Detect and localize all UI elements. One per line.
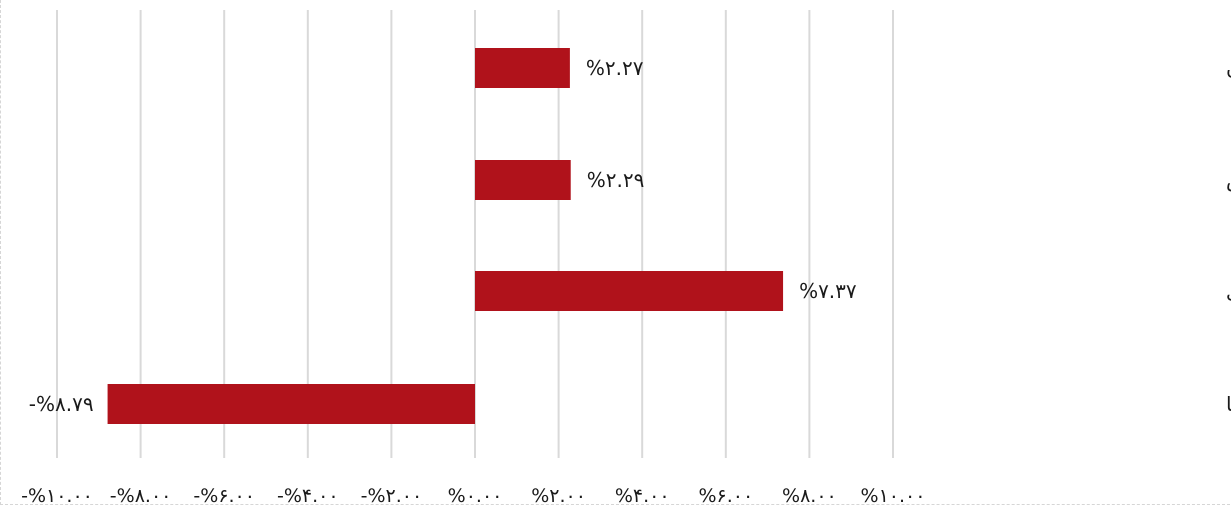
x-axis-tick-labels: -%۱۰.۰۰ -%۸.۰۰ -%۶.۰۰ -%۴.۰۰ -%۲.۰۰ %۰.۰۰ %۲.۰… [21, 485, 925, 506]
bar-0 [475, 48, 570, 88]
x-tick-label-6: %۲.۰۰ [531, 485, 586, 506]
x-tick-label-4: -%۲.۰۰ [361, 485, 423, 506]
x-tick-label-0: -%۱۰.۰۰ [21, 485, 93, 506]
category-label-1: شاخص فرابورس [1226, 168, 1231, 192]
x-tick-label-9: %۸.۰۰ [782, 485, 837, 506]
data-labels: %۲.۲۷ %۲.۲۹ %۷.۳۷ -%۸.۷۹ [29, 56, 857, 416]
x-tick-label-3: -%۴.۰۰ [277, 485, 339, 506]
x-tick-label-1: -%۸.۰۰ [110, 485, 172, 506]
category-label-3: قیمت دلار آمریکا [1226, 391, 1231, 416]
gridlines [56, 10, 894, 458]
x-tick-label-5: %۰.۰۰ [448, 485, 503, 506]
x-tick-label-7: %۴.۰۰ [615, 485, 670, 506]
category-label-2: قیمت سکه بهار آزادی [1226, 278, 1231, 303]
bar-3 [107, 384, 475, 424]
bar-1 [475, 160, 571, 200]
data-label-0: %۲.۲۷ [586, 56, 644, 80]
data-label-2: %۷.۳۷ [799, 279, 857, 303]
x-tick-label-10: %۱۰.۰۰ [861, 485, 926, 506]
x-tick-label-8: %۶.۰۰ [698, 485, 753, 506]
data-label-1: %۲.۲۹ [587, 168, 645, 192]
category-label-0: شاخص بورس اوراق بهادار تهران [1226, 56, 1231, 80]
data-label-3: -%۸.۷۹ [29, 392, 94, 416]
category-labels: شاخص بورس اوراق بهادار تهران شاخص فرابورس… [1226, 56, 1231, 416]
bars [107, 48, 784, 424]
bar-2 [475, 271, 784, 311]
x-tick-label-2: -%۶.۰۰ [193, 485, 255, 506]
